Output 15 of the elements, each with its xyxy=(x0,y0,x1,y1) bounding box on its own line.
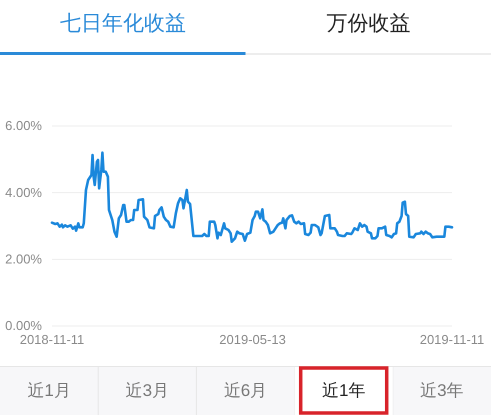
text: 近1月 xyxy=(27,381,71,400)
text: 近1年 xyxy=(322,381,366,400)
y-tick-label: 2.00% xyxy=(5,251,42,266)
text: 近3年 xyxy=(420,381,464,400)
x-tick-label: 2018-11-11 xyxy=(20,332,84,348)
x-tick-label: 2019-05-13 xyxy=(219,332,286,348)
y-tick-label: 6.00% xyxy=(5,118,42,134)
x-tick-label: 2019-11-11 xyxy=(420,332,484,348)
chart-title: 七日年化收益 xyxy=(60,12,186,35)
text: 近3月 xyxy=(126,381,170,400)
text: 万份收益 xyxy=(326,12,410,35)
y-tick-label: 4.00% xyxy=(5,184,42,200)
line-series xyxy=(50,151,454,243)
y-tick-label: 0.00% xyxy=(5,318,42,334)
text: 近6月 xyxy=(224,381,268,400)
